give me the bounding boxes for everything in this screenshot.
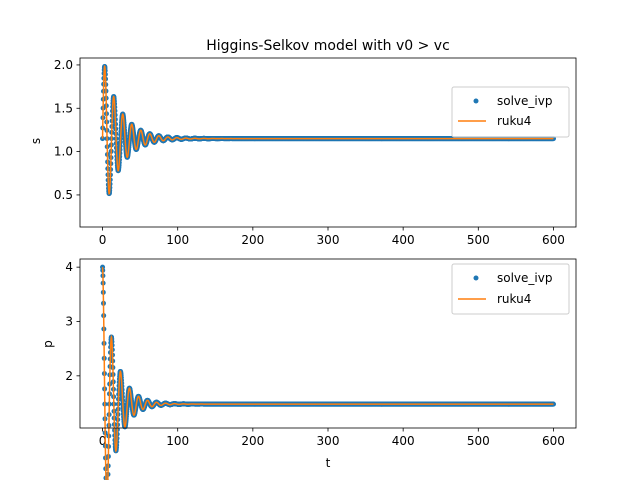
y-axis-label: s [29,138,43,144]
y-tick-label: 2 [65,369,73,383]
x-tick-label: 200 [241,233,264,247]
legend-label-solve-ivp: solve_ivp [497,94,552,108]
y-tick-label: 3 [65,314,73,328]
y-axis-label: p [41,340,55,348]
x-tick-label: 400 [392,233,415,247]
y-tick-label: 0.5 [54,188,73,202]
y-tick-label: 2.0 [54,58,73,72]
x-axis-label: t [326,456,331,470]
x-tick-label: 500 [467,233,490,247]
legend-label-ruku4: ruku4 [497,114,531,128]
tick-group: 0 100 200 300 400 500 600 0.5 1.0 1.5 2.0 [54,58,565,247]
legend-marker-solve-ivp [473,98,479,104]
x-tick-label: 600 [542,233,565,247]
x-tick-label: 0 [99,233,107,247]
x-tick-label: 600 [542,434,565,448]
legend-label-ruku4: ruku4 [497,292,531,306]
legend: solve_ivp ruku4 [451,263,570,315]
x-tick-label: 500 [467,434,490,448]
chart-title: Higgins-Selkov model with v0 > vc [206,38,450,54]
y-tick-label: 1.0 [54,145,73,159]
legend-marker-solve-ivp [473,275,479,281]
x-tick-label: 400 [392,434,415,448]
x-tick-label: 300 [317,233,340,247]
y-tick-label: 1.5 [54,101,73,115]
x-tick-label: 200 [241,434,264,448]
x-tick-label: 100 [166,434,189,448]
legend: solve_ivp ruku4 [451,86,570,138]
y-tick-label: 4 [65,260,73,274]
legend-label-solve-ivp: solve_ivp [497,271,552,285]
plot-area [100,63,556,197]
x-tick-label: 100 [166,233,189,247]
x-tick-label: 300 [317,434,340,448]
chart-s: Higgins-Selkov model with v0 > vc s 0 100… [29,38,577,247]
